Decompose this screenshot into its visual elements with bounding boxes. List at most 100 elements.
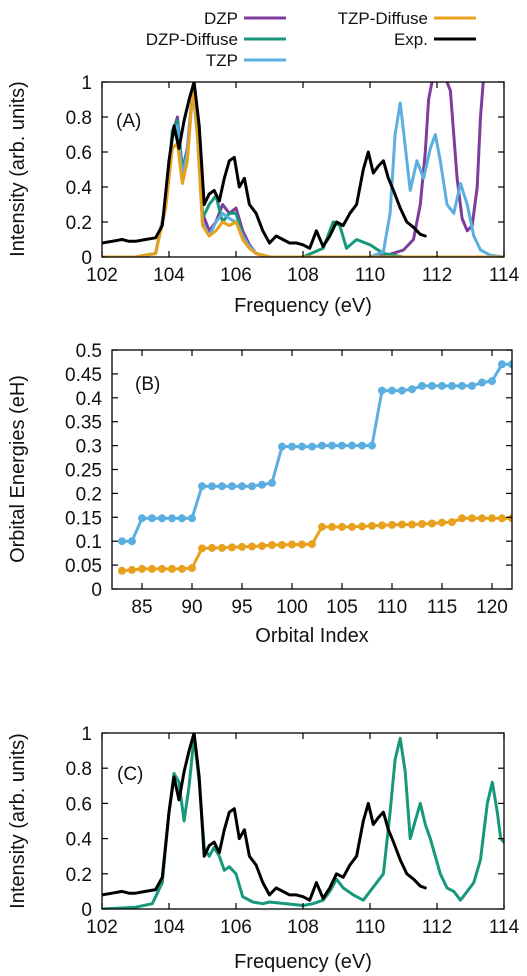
- panel-b-point: [478, 378, 486, 387]
- legend-label-tzp-diffuse: TZP-Diffuse: [338, 9, 428, 28]
- panel-b-ytick-label: 0.4: [76, 389, 103, 410]
- panel-b-point: [298, 442, 306, 451]
- panel-b-point: [248, 542, 256, 551]
- panel-c-series-series-1-line: [102, 733, 427, 902]
- panel-b-point: [158, 564, 166, 573]
- panel-b-xtick-label: 100: [276, 597, 308, 618]
- panel-c-xtick-label: 104: [153, 917, 185, 938]
- panel-b-ticks: 85 90 95 100 105 110 115 120 0 0.05 0.1 0.15 0.20.25…: [65, 341, 512, 618]
- panel-c-xtick-label: 108: [287, 917, 319, 938]
- panel-b-xtick-label: 95: [231, 597, 252, 618]
- panel-b-point: [168, 564, 176, 573]
- panel-b-point: [178, 564, 186, 573]
- panel-a-xtick-label: 112: [422, 265, 452, 286]
- panel-b-point: [488, 514, 496, 523]
- panel-a-xtick-label: 108: [287, 265, 319, 286]
- panel-b-point: [288, 442, 296, 451]
- panel-b-point: [128, 537, 136, 546]
- panel-a-xtick-label: 114: [489, 265, 520, 286]
- panel-b-point: [288, 540, 296, 549]
- panel-b-point: [328, 441, 336, 450]
- panel-b-point: [348, 441, 356, 450]
- panel-b-point: [338, 522, 346, 531]
- panel-b-point: [328, 522, 336, 531]
- panel-c-xtick-label: 106: [220, 917, 252, 938]
- panel-b-point: [448, 381, 456, 390]
- panel-a-xtick-label: 106: [220, 265, 252, 286]
- panel-b-point: [338, 441, 346, 450]
- panel-b-point: [258, 542, 266, 550]
- panel-b-xtick-label: 90: [181, 597, 202, 618]
- panel-c-series-series-0-line: [102, 735, 504, 909]
- panel-b-point: [228, 482, 236, 491]
- panel-c-ytick-label: 1: [81, 724, 92, 745]
- panel-b-point: [228, 543, 236, 552]
- panel-b-xlabel: Orbital Index: [255, 625, 368, 647]
- panel-c-xtick-label: 114: [489, 917, 520, 938]
- panel-b-ytick-label: 0.3: [76, 437, 102, 458]
- panel-b-point: [278, 541, 286, 549]
- panel-b-point: [458, 381, 466, 390]
- panel-b-point: [198, 482, 206, 491]
- panel-a-series-tzp-diffuse-line: [102, 84, 504, 257]
- panel-b-ytick-label: 0.05: [65, 556, 102, 577]
- panel-b-point: [348, 522, 356, 531]
- panel-b-point: [168, 514, 176, 523]
- panel-c-ylabel: Intensity (arb. units): [7, 733, 29, 909]
- panel-b-point: [368, 441, 376, 450]
- panel-a-ticks: 102 104 106 108 110 112 114 0 0.2 0.4 0.6 0.8 1: [66, 73, 520, 286]
- panel-c-ticks: 102 104 106 108 110 112 114 0 0.2 0.4 0.6 0.8 1: [66, 724, 520, 938]
- panel-a-xtick-label: 102: [86, 265, 118, 286]
- panel-a-label: (A): [116, 111, 141, 132]
- panel-a-series-dzp-line: [445, 82, 485, 233]
- panel-b-point: [398, 386, 406, 395]
- panel-b-point: [358, 441, 366, 450]
- panel-b-ytick-label: 0.25: [65, 461, 102, 482]
- panel-b-point: [408, 520, 416, 529]
- panel-a-ytick-label: 0.6: [66, 143, 92, 164]
- panel-c-ytick-label: 0: [81, 900, 92, 921]
- panel-b-ytick-label: 0.15: [65, 508, 102, 529]
- panel-b-point: [308, 442, 316, 451]
- panel-b-xtick-label: 120: [476, 597, 508, 618]
- panel-b-point: [218, 543, 226, 552]
- panel-b-point: [398, 520, 406, 529]
- panel-b-point: [248, 482, 256, 491]
- panel-b-point: [178, 514, 186, 523]
- panel-b-point: [448, 518, 456, 527]
- panel-b-point: [188, 514, 196, 523]
- panel-b-ytick-label: 0.35: [65, 413, 102, 434]
- panel-b-label: (B): [135, 374, 160, 395]
- panel-b-ytick-label: 0.2: [76, 484, 102, 505]
- panel-c-ytick-label: 0.4: [66, 830, 93, 851]
- panel-a-ytick-label: 0: [81, 248, 92, 269]
- panel-a-ytick-label: 0.2: [66, 213, 92, 234]
- panel-b-point: [318, 441, 326, 450]
- panel-b-xtick-label: 110: [377, 597, 407, 618]
- panel-b-point: [428, 381, 436, 390]
- panel-a-series-dzp-line: [102, 82, 434, 257]
- panel-b-point: [478, 514, 486, 523]
- panel-b-point: [468, 381, 476, 390]
- panel-c-ytick-label: 0.2: [66, 865, 92, 886]
- legend: DZP DZP-Diffuse TZP TZP-Diffuse Exp.: [146, 9, 476, 70]
- panel-b-point: [218, 482, 226, 491]
- panel-b-point: [378, 386, 386, 395]
- panel-b-point: [428, 519, 436, 528]
- panel-b-point: [148, 564, 156, 573]
- panel-b-point: [268, 541, 276, 549]
- panel-b-ytick-label: 0.1: [76, 532, 102, 553]
- panel-b-point: [388, 386, 396, 395]
- panel-b-point: [498, 360, 506, 369]
- panel-b-point: [188, 564, 196, 572]
- panel-b-point: [488, 377, 496, 386]
- panel-b-ylabel: Orbital Energies (eH): [7, 375, 29, 563]
- panel-b-point: [408, 385, 416, 394]
- panel-b-point: [128, 565, 136, 574]
- panel-c-ytick-label: 0.6: [66, 794, 92, 815]
- panel-a-xtick-label: 110: [355, 265, 385, 286]
- panel-a-ytick-label: 0.4: [66, 178, 93, 199]
